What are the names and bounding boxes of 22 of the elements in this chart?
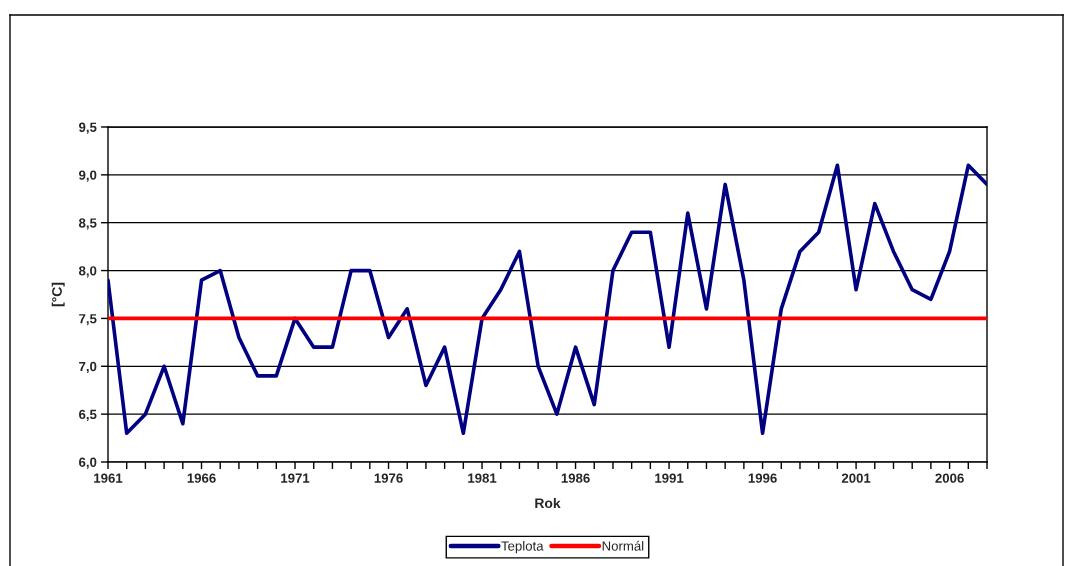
- y-axis-title: [°C]: [51, 282, 65, 307]
- y-tick-label: 6,0: [79, 457, 97, 469]
- x-axis-title: Rok: [535, 497, 561, 509]
- y-tick-label: 7,0: [79, 361, 97, 374]
- x-tick-label: 1961: [94, 473, 123, 483]
- x-tick-label: 2001: [841, 473, 871, 483]
- x-tick-label: 1966: [187, 473, 216, 483]
- x-tick-label: 1991: [655, 473, 684, 483]
- y-tick-label: 7,5: [79, 314, 97, 326]
- x-tick-label: 2006: [935, 473, 964, 483]
- x-tick-label: 1971: [281, 473, 310, 483]
- y-tick-label: 9,0: [79, 170, 97, 182]
- x-tick-label: 1981: [468, 473, 497, 483]
- x-tick-label: 1976: [374, 473, 403, 483]
- legend-label: Normál: [602, 540, 644, 551]
- legend-label: Teplota: [501, 540, 544, 554]
- y-tick-label: 6,5: [79, 409, 97, 421]
- y-tick-label: 8,5: [78, 218, 97, 230]
- y-tick-label: 9,5: [79, 122, 97, 134]
- x-tick-label: 1996: [748, 473, 777, 483]
- x-tick-label: 1986: [561, 473, 590, 483]
- y-tick-label: 8,0: [78, 266, 97, 278]
